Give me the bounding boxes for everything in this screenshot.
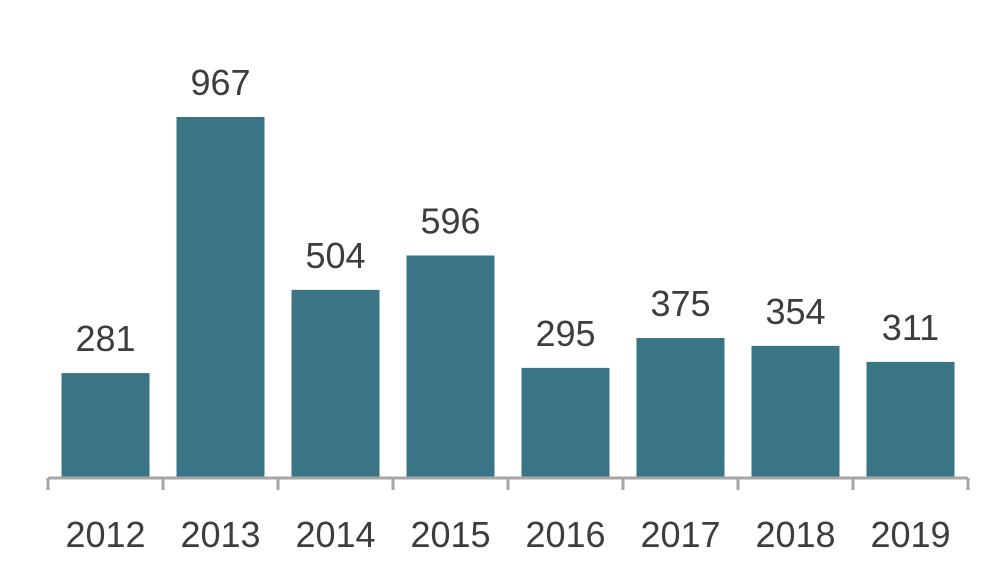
data-label: 375 [650,283,710,324]
bar [636,338,725,478]
x-tick-label: 2012 [65,514,145,555]
data-label: 311 [882,307,939,348]
x-tick-label: 2013 [180,514,260,555]
data-label: 967 [190,62,250,103]
data-label: 354 [765,291,825,332]
data-label: 281 [75,318,135,359]
data-label: 295 [535,313,595,354]
bar [406,255,495,478]
data-label: 596 [420,201,480,242]
x-tick-label: 2016 [525,514,605,555]
x-tick-label: 2018 [755,514,835,555]
x-tick-label: 2014 [295,514,375,555]
bar [866,361,955,478]
x-tick-label: 2015 [410,514,490,555]
data-label: 504 [305,235,365,276]
x-tick-label: 2017 [640,514,720,555]
bar [521,367,610,478]
x-tick-label: 2019 [870,514,950,555]
bar [751,345,840,478]
bar [61,373,150,478]
bar [176,117,265,478]
bar [291,289,380,478]
